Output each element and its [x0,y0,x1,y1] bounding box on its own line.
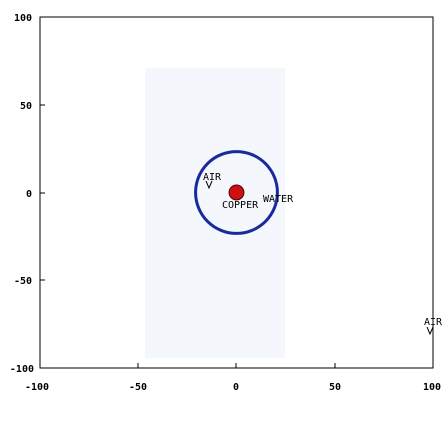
label-copper: COPPER [222,200,259,211]
y-tick-labels: 100 50 0 -50 -100 [10,13,34,375]
label-air-outer: AIR [424,317,443,328]
y-tick-marks [40,16,45,369]
label-air-inner-group: AIR [203,172,222,190]
label-water: WATER [263,194,294,205]
label-water-group: WATER [263,194,294,205]
label-copper-group: COPPER [222,200,259,211]
x-tick-label: 100 [423,382,441,393]
x-tick-label: 0 [233,382,239,393]
water-ring [194,150,279,235]
y-tick-label: 0 [26,189,32,200]
y-tick-label: 100 [14,13,32,24]
x-tick-label: -50 [129,382,147,393]
domain-background [145,68,285,358]
air-inner-pointer [205,180,213,190]
x-tick-labels: -100 -50 0 50 100 [25,382,441,393]
copper-disk [228,184,245,201]
y-tick-label: 50 [20,101,32,112]
air-outer-pointer [426,326,434,336]
label-air-outer-group: AIR [424,317,443,336]
label-air-inner: AIR [203,172,222,183]
y-tick-label: -50 [14,276,32,287]
x-tick-label: -100 [25,382,49,393]
x-tick-marks [39,363,434,368]
y-tick-label: -100 [10,364,34,375]
x-tick-label: 50 [329,382,341,393]
